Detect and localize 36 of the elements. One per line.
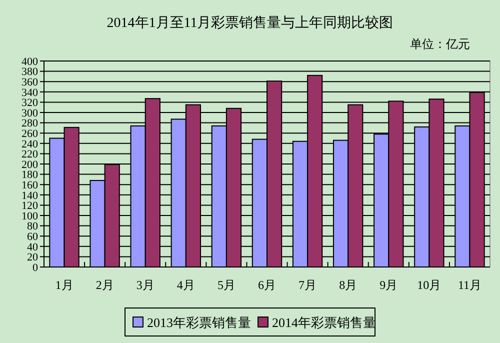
chart-title: 2014年1月至11月彩票销售量与上年同期比较图 [106,15,394,31]
y-tick-label: 400 [22,56,38,68]
y-tick-label: 300 [22,107,38,120]
x-tick-label: 10月 [417,278,442,292]
x-tick-label: 6月 [258,278,276,292]
y-tick-label: 120 [22,200,38,212]
y-tick-label: 0 [32,262,38,274]
y-tick-label: 160 [22,179,38,192]
x-tick-label: 1月 [55,278,74,292]
legend-label: 2014年彩票销售量 [272,315,376,330]
y-tick-label: 240 [22,138,38,150]
x-tick-label: 8月 [339,278,358,292]
y-tick-label: 80 [27,220,38,233]
y-tick-label: 260 [22,128,38,140]
y-tick-label: 220 [22,148,38,161]
y-tick-label: 380 [22,66,38,78]
x-tick-label: 3月 [136,278,154,292]
y-tick-label: 280 [22,118,38,130]
y-tick-label: 200 [22,158,38,171]
legend-label: 2013年彩票销售量 [147,315,251,330]
y-tick-label: 320 [22,97,38,110]
y-tick-label: 340 [22,86,38,99]
y-tick-label: 100 [22,210,38,222]
y-tick-label: 360 [22,76,38,88]
x-tick-label: 9月 [380,278,398,292]
x-tick-label: 2月 [96,278,114,292]
x-tick-label: 4月 [176,278,195,292]
x-tick-label: 5月 [217,278,236,292]
y-tick-label: 60 [27,230,38,243]
y-tick-label: 140 [22,190,38,202]
x-tick-label: 7月 [298,278,317,292]
text: 单位：亿元 [410,37,470,51]
y-tick-label: 180 [22,169,38,182]
x-tick-label: 11月 [458,278,482,292]
y-tick-label: 40 [27,241,38,254]
y-tick-label: 20 [27,252,38,264]
